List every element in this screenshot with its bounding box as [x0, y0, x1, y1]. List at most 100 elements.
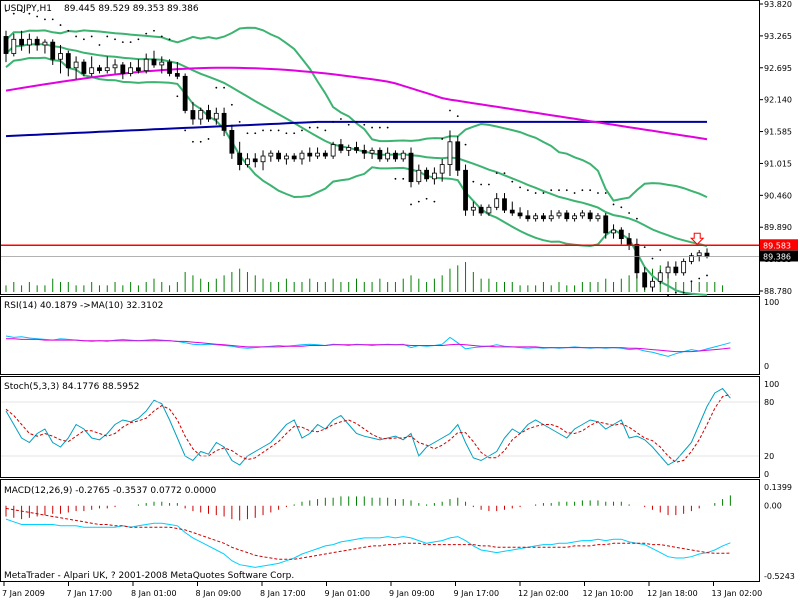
rsi-series-group: 100 0	[5, 298, 779, 371]
candle-bullish	[198, 110, 204, 120]
sar-dot	[106, 35, 109, 38]
time-axis-label: 9 Jan 09:00	[389, 589, 435, 598]
rsi-ma-line	[6, 338, 731, 353]
candle-bullish	[689, 255, 694, 262]
time-axis-label: 12 Jan 10:00	[583, 589, 634, 598]
candle-bearish	[564, 212, 570, 220]
sar-dot	[308, 126, 311, 129]
sar-dot	[698, 277, 701, 280]
candle-bearish	[34, 38, 40, 46]
sar-dot	[90, 35, 93, 38]
candle-bullish	[112, 64, 118, 69]
candle-bearish	[478, 206, 484, 214]
sar-dot	[184, 129, 187, 132]
candle-bullish	[330, 144, 336, 157]
candle-bullish	[470, 206, 476, 211]
candle-bullish	[611, 229, 616, 234]
sar-dot	[628, 212, 631, 214]
candle-bearish	[603, 215, 609, 234]
sar-dot	[573, 192, 576, 194]
stoch-signal-line	[5, 393, 731, 463]
candle-bearish	[291, 155, 297, 160]
rsi-pane[interactable]	[0, 296, 760, 375]
candle-bearish	[634, 243, 640, 274]
sar-dot	[472, 180, 475, 183]
candle-bullish	[665, 266, 671, 274]
chart-header-symbol: USDJPY,H1	[4, 4, 52, 14]
candle-bullish	[369, 149, 375, 154]
sar-dot	[425, 197, 428, 200]
sar-dot	[269, 129, 272, 132]
price-axis-label: 93.265	[764, 32, 792, 41]
candle-bullish	[128, 67, 134, 74]
stoch-series-group: 100 80 20 0	[1, 380, 779, 479]
candle-bearish	[252, 158, 258, 163]
candle-bearish	[408, 152, 414, 183]
sar-dot	[604, 192, 607, 194]
candle-bullish	[260, 155, 266, 163]
price-axis-label: 91.585	[764, 128, 792, 137]
down-arrow-icon	[690, 232, 705, 245]
sar-dot	[277, 129, 280, 132]
sar-dot	[355, 120, 358, 123]
sar-dot	[82, 38, 85, 41]
macd-pane[interactable]	[0, 479, 760, 582]
stoch-axis-label: 100	[764, 380, 779, 389]
candle-bearish	[206, 110, 211, 120]
time-axis-label: 7 Jan 2009	[2, 589, 45, 598]
sar-dot	[75, 35, 77, 38]
macd-signal-line	[5, 507, 731, 560]
sar-dot	[386, 126, 389, 129]
sar-dot	[371, 126, 373, 129]
sar-dot	[456, 115, 459, 118]
candle-bullish	[213, 112, 219, 120]
candle-bullish	[346, 147, 352, 151]
candle-bearish	[642, 272, 648, 288]
candle-bullish	[548, 215, 554, 220]
price-axis-label: 90.460	[764, 191, 792, 200]
sar-dot	[526, 189, 529, 192]
sar-dot	[5, 9, 7, 12]
candle-bearish	[354, 147, 359, 151]
time-axis-label: 8 Jan 17:00	[260, 589, 306, 598]
sar-dot	[230, 103, 233, 106]
candle-bearish	[322, 152, 328, 157]
sar-dot	[417, 200, 420, 203]
sar-dot	[238, 120, 241, 123]
candle-bearish	[3, 36, 9, 54]
stoch-label: Stoch(5,3,3) 84.1776 88.5952	[4, 382, 139, 392]
candle-bullish	[533, 215, 539, 220]
time-axis-label: 12 Jan 02:00	[518, 589, 569, 598]
sar-dot	[316, 126, 319, 129]
sar-dot	[293, 132, 296, 135]
sar-dot	[503, 172, 506, 175]
sar-dot	[534, 192, 537, 194]
candle-bullish	[283, 155, 289, 160]
candle-bullish	[400, 152, 406, 160]
sar-dot	[674, 291, 677, 294]
candle-bearish	[509, 209, 515, 214]
sar-dot	[667, 294, 669, 297]
time-axis-label: 7 Jan 17:00	[67, 589, 113, 598]
sar-dot	[145, 32, 148, 35]
sar-dot	[449, 109, 451, 112]
sar-dot	[394, 177, 397, 180]
candle-bullish	[650, 280, 655, 288]
sar-dot	[137, 38, 140, 41]
candle-bearish	[517, 212, 523, 217]
current-price-tag-bg	[760, 250, 798, 262]
chart-header-ohlc: 89.445 89.529 89.353 89.386	[64, 4, 199, 14]
sar-dot	[168, 38, 171, 41]
sar-dot	[402, 177, 405, 180]
candle-bearish	[463, 169, 468, 211]
level-price-tag: 89.583	[763, 241, 791, 250]
sar-dot	[433, 200, 436, 203]
stoch-pane[interactable]	[0, 376, 760, 478]
sar-dot	[254, 132, 257, 135]
sar-dot	[620, 206, 623, 209]
candle-bullish	[299, 152, 305, 160]
candle-bullish	[315, 152, 320, 157]
candle-bearish	[136, 67, 141, 72]
price-axis-label: 93.820	[764, 0, 792, 9]
